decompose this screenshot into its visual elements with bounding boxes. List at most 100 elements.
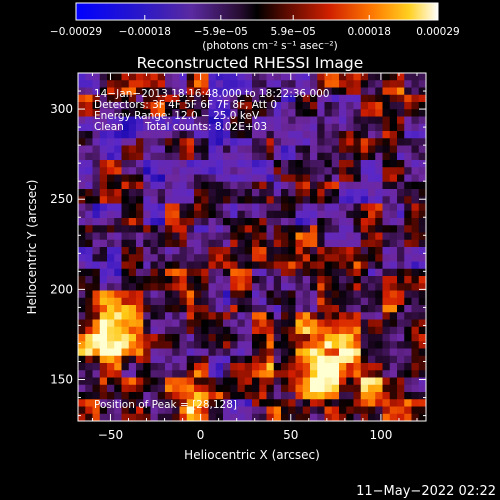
- heatmap-cell: [339, 319, 347, 328]
- heatmap-cell: [252, 116, 260, 125]
- heatmap-cell: [382, 261, 391, 270]
- heatmap-cell: [85, 210, 93, 219]
- heatmap-cell: [99, 392, 108, 400]
- heatmap-cell: [244, 268, 253, 277]
- heatmap-cell: [201, 348, 209, 357]
- heatmap-cell: [157, 370, 166, 378]
- heatmap-cell: [165, 341, 173, 349]
- heatmap-cell: [273, 239, 282, 248]
- heatmap-cell: [288, 305, 296, 313]
- heatmap-cell: [244, 370, 253, 378]
- heatmap-cell: [382, 109, 391, 117]
- heatmap-cell: [346, 160, 354, 168]
- heatmap-cell: [324, 254, 333, 262]
- heatmap-cell: [288, 290, 296, 299]
- heatmap-cell: [244, 218, 253, 226]
- heatmap-cell: [114, 73, 122, 81]
- heatmap-cell: [215, 218, 224, 226]
- heatmap-cell: [418, 247, 426, 255]
- heatmap-cell: [172, 413, 180, 421]
- heatmap-cell: [302, 80, 311, 88]
- heatmap-cell: [230, 384, 238, 393]
- heatmap-cell: [179, 167, 188, 175]
- heatmap-cell: [382, 305, 391, 313]
- heatmap-cell: [273, 174, 282, 183]
- heatmap-cell: [150, 145, 159, 154]
- heatmap-cell: [92, 189, 101, 197]
- heatmap-cell: [157, 80, 166, 88]
- heatmap-cell: [397, 225, 405, 233]
- heatmap-cell: [157, 167, 166, 175]
- heatmap-cell: [201, 290, 209, 299]
- heatmap-cell: [259, 145, 267, 154]
- heatmap-cell: [150, 413, 159, 421]
- heatmap-cell: [331, 290, 340, 299]
- heatmap-cell: [121, 377, 130, 386]
- heatmap-cell: [201, 138, 209, 146]
- heatmap-cell: [259, 232, 267, 241]
- heatmap-cell: [317, 334, 325, 342]
- heatmap-cell: [360, 210, 369, 219]
- heatmap-cell: [194, 319, 202, 328]
- heatmap-cell: [317, 399, 325, 407]
- heatmap-cell: [339, 399, 347, 407]
- heatmap-cell: [186, 210, 195, 219]
- heatmap-cell: [215, 370, 224, 378]
- heatmap-cell: [266, 290, 275, 299]
- heatmap-cell: [375, 138, 383, 146]
- heatmap-cell: [208, 247, 217, 255]
- heatmap-cell: [186, 181, 195, 190]
- heatmap-cell: [230, 196, 238, 204]
- heatmap-cell: [288, 138, 296, 146]
- heatmap-cell: [114, 232, 122, 241]
- heatmap-cell: [324, 145, 333, 154]
- heatmap-cell: [360, 203, 369, 212]
- heatmap-cell: [273, 152, 282, 161]
- heatmap-cell: [99, 189, 108, 197]
- heatmap-cell: [295, 225, 304, 233]
- heatmap-cell: [339, 189, 347, 197]
- heatmap-cell: [339, 247, 347, 255]
- heatmap-cell: [317, 319, 325, 328]
- heatmap-cell: [252, 80, 260, 88]
- heatmap-cell: [382, 377, 391, 386]
- heatmap-cell: [244, 203, 253, 212]
- heatmap-cell: [404, 80, 412, 88]
- heatmap-cell: [223, 116, 231, 125]
- heatmap-cell: [317, 254, 325, 262]
- heatmap-cell: [179, 87, 188, 96]
- heatmap-cell: [223, 341, 231, 349]
- heatmap-cell: [172, 377, 180, 386]
- heatmap-cell: [85, 326, 93, 335]
- heatmap-cell: [281, 254, 289, 262]
- heatmap-cell: [339, 268, 347, 277]
- heatmap-cell: [418, 152, 426, 161]
- heatmap-cell: [150, 160, 159, 168]
- heatmap-cell: [223, 319, 231, 328]
- heatmap-cell: [92, 87, 101, 96]
- heatmap-cell: [165, 268, 173, 277]
- heatmap-cell: [404, 276, 412, 284]
- heatmap-cell: [288, 247, 296, 255]
- heatmap-cell: [215, 276, 224, 284]
- heatmap-cell: [121, 384, 130, 393]
- heatmap-cell: [324, 203, 333, 212]
- heatmap-cell: [418, 290, 426, 299]
- heatmap-cell: [273, 131, 282, 139]
- heatmap-cell: [302, 239, 311, 248]
- heatmap-cell: [114, 109, 122, 117]
- heatmap-cell: [186, 225, 195, 233]
- heatmap-cell: [201, 392, 209, 400]
- heatmap-cell: [201, 189, 209, 197]
- heatmap-cell: [360, 247, 369, 255]
- heatmap-cell: [288, 348, 296, 357]
- heatmap-cell: [389, 131, 398, 139]
- heatmap-cell: [194, 73, 202, 81]
- heatmap-cell: [259, 334, 267, 342]
- heatmap-cell: [237, 348, 246, 357]
- heatmap-cell: [78, 247, 86, 255]
- heatmap-cell: [339, 138, 347, 146]
- heatmap-cell: [353, 261, 362, 270]
- heatmap-cell: [411, 210, 420, 219]
- heatmap-cell: [288, 254, 296, 262]
